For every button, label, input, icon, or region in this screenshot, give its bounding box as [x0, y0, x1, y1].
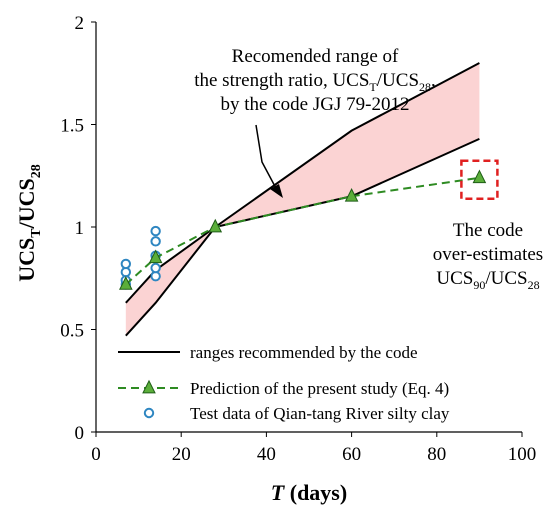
legend-label-code-range: ranges recommended by the code	[190, 343, 418, 362]
x-tick-label: 40	[257, 444, 276, 465]
y-tick-label: 0.5	[60, 321, 84, 342]
annotation-overestimate: The code over-estimates UCS90/UCS28	[433, 220, 543, 292]
y-tick-label: 1.5	[60, 116, 84, 137]
y-tick-label: 0	[75, 423, 85, 444]
legend-label-test-data: Test data of Qian-tang River silty clay	[190, 404, 450, 423]
prediction-point	[344, 188, 359, 202]
y-axis-label: UCST/UCS28	[14, 164, 44, 281]
prediction-point	[208, 218, 223, 233]
legend-marker-prediction	[142, 379, 156, 394]
y-tick-label: 1	[75, 218, 85, 239]
annotation-overestimate-line: The code	[453, 220, 523, 241]
legend: ranges recommended by the code Prediction…	[118, 343, 450, 423]
test-data-point	[150, 225, 161, 237]
x-axis-label-text: T (days)	[271, 480, 347, 505]
y-tick-label: 2	[75, 13, 85, 34]
y-axis-label-text: UCST/UCS28	[14, 164, 44, 281]
test-data-point	[150, 262, 161, 274]
highlight-box	[460, 159, 499, 201]
test-data-point	[120, 258, 132, 270]
x-tick-label: 80	[427, 444, 446, 465]
prediction-point	[148, 249, 163, 264]
x-tick-label: 100	[508, 444, 537, 465]
annotation-arrowhead	[270, 184, 283, 198]
legend-marker-test-data	[143, 407, 155, 419]
test-data-point	[120, 266, 132, 278]
range-band-fill	[125, 63, 480, 336]
test-data-point	[150, 236, 161, 247]
annotation-range-line: Recomended range of	[232, 46, 399, 67]
x-tick-label: 0	[91, 444, 101, 465]
prediction-point	[119, 276, 133, 290]
prediction-point	[472, 169, 487, 184]
legend-label-prediction: Prediction of the present study (Eq. 4)	[190, 379, 449, 398]
annotation-range-line: the strength ratio, UCST/UCS28,	[194, 70, 436, 94]
annotation-overestimate-line: UCS90/UCS28	[436, 268, 539, 292]
annotation-range: Recomended range of the strength ratio, U…	[194, 46, 436, 115]
x-tick-label: 60	[342, 444, 361, 465]
test-data-point	[150, 271, 161, 282]
x-axis-label: T (days)	[271, 480, 347, 505]
annotation-overestimate-line: over-estimates	[433, 244, 543, 265]
annotation-range-line: by the code JGJ 79-2012	[221, 94, 410, 115]
x-tick-label: 20	[172, 444, 191, 465]
annotation-arrow	[255, 124, 279, 193]
